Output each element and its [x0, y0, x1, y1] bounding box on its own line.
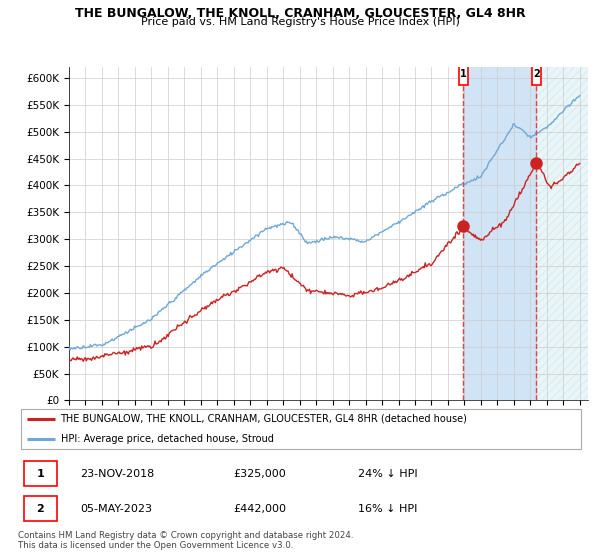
Text: 16% ↓ HPI: 16% ↓ HPI	[358, 503, 418, 514]
Text: 2: 2	[533, 69, 540, 78]
FancyBboxPatch shape	[21, 409, 581, 449]
Text: THE BUNGALOW, THE KNOLL, CRANHAM, GLOUCESTER, GL4 8HR (detached house): THE BUNGALOW, THE KNOLL, CRANHAM, GLOUCE…	[61, 414, 467, 424]
Text: THE BUNGALOW, THE KNOLL, CRANHAM, GLOUCESTER, GL4 8HR: THE BUNGALOW, THE KNOLL, CRANHAM, GLOUCE…	[74, 7, 526, 20]
Text: 2: 2	[36, 503, 44, 514]
Text: 23-NOV-2018: 23-NOV-2018	[80, 469, 155, 479]
Text: £325,000: £325,000	[233, 469, 286, 479]
FancyBboxPatch shape	[458, 62, 467, 85]
Bar	[463, 67, 536, 400]
Text: 24% ↓ HPI: 24% ↓ HPI	[358, 469, 418, 479]
Text: 1: 1	[36, 469, 44, 479]
Bar	[536, 67, 588, 400]
FancyBboxPatch shape	[532, 62, 541, 85]
Text: 1: 1	[460, 69, 466, 78]
FancyBboxPatch shape	[23, 496, 56, 521]
FancyBboxPatch shape	[23, 461, 56, 486]
Text: £442,000: £442,000	[233, 503, 286, 514]
Text: Price paid vs. HM Land Registry's House Price Index (HPI): Price paid vs. HM Land Registry's House …	[140, 17, 460, 27]
Text: HPI: Average price, detached house, Stroud: HPI: Average price, detached house, Stro…	[61, 434, 274, 444]
Text: 05-MAY-2023: 05-MAY-2023	[80, 503, 152, 514]
Text: Contains HM Land Registry data © Crown copyright and database right 2024.
This d: Contains HM Land Registry data © Crown c…	[18, 531, 353, 550]
